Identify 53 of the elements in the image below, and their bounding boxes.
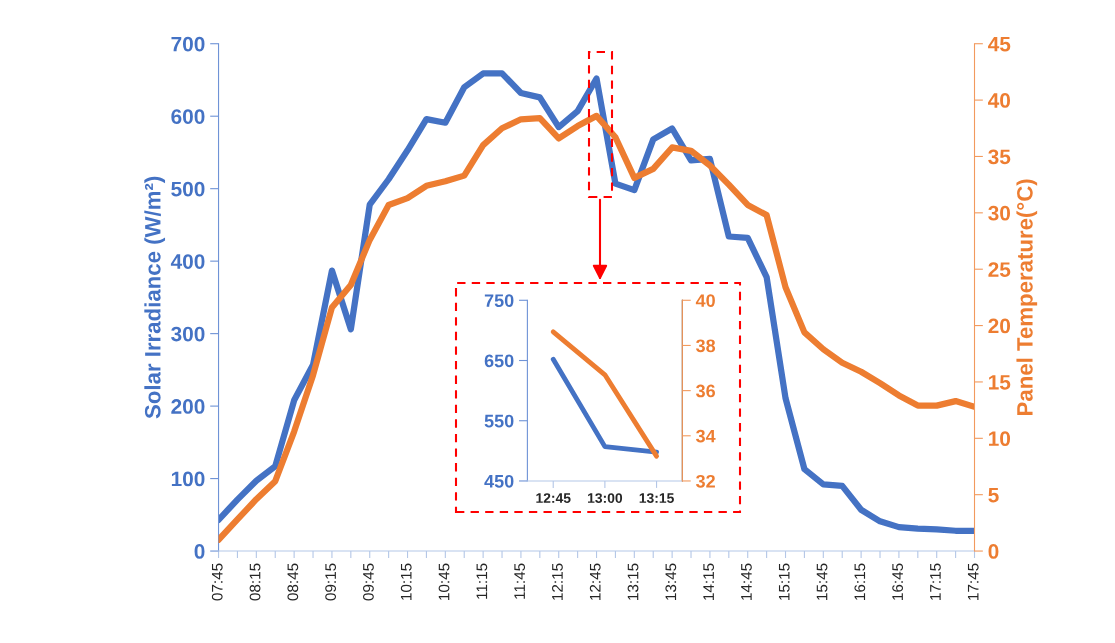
x-tick-label: 14:45 — [741, 563, 752, 600]
x-tick-label: 09:45 — [363, 563, 374, 601]
x-tick-label: 11:15 — [476, 563, 488, 599]
y2-axis-title: Panel Temperature(°C) — [1016, 179, 1038, 415]
y-tick-label: 200 — [171, 399, 205, 414]
y2-tick-label: 10 — [989, 431, 1011, 447]
x-tick-label: 14:15 — [703, 563, 715, 600]
x-tick-label: 07:45 — [211, 563, 223, 601]
y-tick-label: 550 — [484, 414, 514, 428]
x-tick-label: 10:15 — [400, 563, 412, 600]
y2-tick-label: 20 — [988, 318, 1011, 334]
x-tick-label: 12:45 — [536, 493, 571, 503]
x-tick-label: 13:15 — [627, 563, 639, 600]
x-tick-label: 13:00 — [588, 493, 623, 503]
x-tick-label: 15:45 — [816, 563, 828, 600]
y2-tick-label: 35 — [988, 149, 1011, 165]
x-tick-label: 08:45 — [287, 563, 299, 601]
x-tick-label: 16:15 — [854, 563, 866, 600]
x-tick-label: 13:45 — [665, 563, 677, 600]
y2-tick-label: 36 — [695, 384, 716, 398]
x-tick-label: 15:15 — [778, 563, 790, 600]
y-tick-label: 700 — [171, 36, 205, 52]
x-tick-label: 17:45 — [967, 563, 979, 600]
y-tick-label: 750 — [484, 294, 514, 307]
x-tick-label: 09:15 — [325, 563, 337, 601]
y-axis-title: Solar Irradiance (W/m²) — [144, 176, 166, 419]
y-tick-label: 450 — [484, 474, 514, 488]
y2-tick-label: 45 — [988, 36, 1011, 52]
y2-tick-label: 34 — [695, 429, 716, 443]
y2-tick-label: 30 — [988, 205, 1011, 221]
y2-tick-label: 32 — [695, 474, 715, 488]
x-tick-label: 13:15 — [639, 493, 674, 503]
y2-tick-label: 38 — [695, 339, 716, 353]
x-tick-label: 16:45 — [892, 563, 904, 600]
x-tick-label: 08:15 — [249, 563, 261, 601]
y2-tick-label: 40 — [988, 93, 1011, 108]
y-tick-label: 500 — [171, 181, 205, 197]
y-tick-label: 300 — [171, 326, 205, 342]
x-tick-label: 12:45 — [589, 563, 601, 600]
x-tick-label: 17:15 — [930, 563, 941, 600]
y2-tick-label: 25 — [988, 262, 1011, 277]
y-tick-label: 650 — [484, 354, 514, 368]
x-tick-label: 11:45 — [514, 563, 526, 599]
y-tick-label: 0 — [194, 544, 205, 559]
y2-tick-label: 40 — [695, 294, 715, 307]
y2-tick-label: 5 — [988, 487, 999, 503]
y-tick-label: 100 — [171, 471, 205, 487]
y2-tick-label: 0 — [988, 544, 999, 559]
y-tick-label: 600 — [171, 109, 205, 124]
x-tick-label: 10:45 — [438, 563, 450, 600]
y-tick-label: 400 — [170, 254, 205, 269]
y2-tick-label: 15 — [989, 375, 1011, 390]
x-tick-label: 12:15 — [552, 563, 563, 600]
